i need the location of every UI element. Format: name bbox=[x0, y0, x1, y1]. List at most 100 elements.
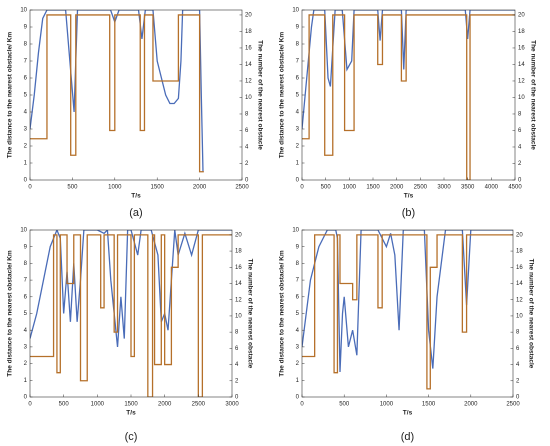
y2-axis-label: The number of the nearest obstacle bbox=[256, 40, 263, 150]
caption: (b) bbox=[402, 207, 415, 219]
x-tick-label: 500 bbox=[339, 402, 350, 408]
x-tick-label: 2500 bbox=[506, 402, 520, 408]
caption: (c) bbox=[125, 431, 138, 443]
x-tick-label: 2500 bbox=[235, 185, 249, 191]
x-tick-label: 2000 bbox=[158, 402, 172, 408]
y2-tick-label: 14 bbox=[516, 281, 523, 287]
x-tick-label: 1500 bbox=[366, 185, 380, 191]
y2-tick-label: 20 bbox=[516, 232, 523, 238]
y-tick-label: 4 bbox=[296, 110, 300, 116]
x-tick-label: 2000 bbox=[193, 185, 207, 191]
y2-tick-label: 4 bbox=[235, 362, 239, 368]
y2-tick-label: 16 bbox=[518, 46, 525, 52]
y2-tick-label: 8 bbox=[516, 330, 520, 336]
y-tick-label: 0 bbox=[24, 395, 28, 401]
y-tick-label: 2 bbox=[24, 144, 28, 150]
data-line bbox=[30, 14, 204, 173]
y-axis-label: The distance to the nearest obstacle/ Km bbox=[7, 32, 14, 159]
y-tick-label: 10 bbox=[20, 228, 27, 234]
y2-tick-label: 2 bbox=[245, 161, 249, 167]
x-axis-label: T/s bbox=[404, 193, 414, 200]
x-tick-label: 0 bbox=[300, 185, 304, 191]
x-axis-label: T/s bbox=[126, 410, 136, 417]
y-tick-label: 10 bbox=[292, 8, 299, 14]
y2-tick-label: 0 bbox=[516, 395, 520, 401]
x-tick-label: 500 bbox=[59, 402, 70, 408]
y2-tick-label: 14 bbox=[518, 62, 525, 68]
y-tick-label: 0 bbox=[24, 178, 28, 184]
y-tick-label: 8 bbox=[24, 261, 28, 267]
y2-tick-label: 20 bbox=[518, 13, 525, 19]
y-tick-label: 0 bbox=[296, 395, 300, 401]
y2-tick-label: 4 bbox=[245, 145, 249, 151]
y2-tick-label: 0 bbox=[245, 178, 249, 184]
x-tick-label: 4000 bbox=[485, 185, 499, 191]
y2-tick-label: 14 bbox=[245, 62, 252, 68]
y-tick-label: 7 bbox=[296, 278, 300, 284]
y-tick-label: 3 bbox=[296, 127, 300, 133]
x-tick-label: 0 bbox=[28, 185, 32, 191]
x-tick-label: 2500 bbox=[192, 402, 206, 408]
y2-tick-label: 12 bbox=[516, 297, 523, 303]
x-tick-label: 500 bbox=[67, 185, 78, 191]
y2-tick-label: 8 bbox=[518, 112, 522, 118]
y2-tick-label: 4 bbox=[516, 362, 520, 368]
y-tick-label: 1 bbox=[296, 378, 300, 384]
y2-tick-label: 18 bbox=[235, 249, 242, 255]
x-tick-label: 3500 bbox=[461, 185, 475, 191]
x-tick-label: 1000 bbox=[108, 185, 122, 191]
y2-tick-label: 20 bbox=[235, 232, 242, 238]
y-tick-label: 6 bbox=[296, 76, 300, 82]
y2-tick-label: 10 bbox=[518, 95, 525, 101]
y-tick-label: 6 bbox=[24, 294, 28, 300]
y2-tick-label: 2 bbox=[235, 378, 239, 384]
plot-frame bbox=[29, 9, 243, 181]
x-tick-label: 1000 bbox=[380, 402, 394, 408]
y-tick-label: 7 bbox=[296, 59, 300, 65]
y-tick-label: 5 bbox=[296, 311, 300, 317]
y-tick-label: 7 bbox=[24, 59, 28, 65]
x-tick-label: 0 bbox=[300, 402, 304, 408]
y-tick-label: 6 bbox=[24, 76, 28, 82]
data-line bbox=[302, 14, 515, 180]
y-tick-label: 3 bbox=[296, 344, 300, 350]
y2-tick-label: 16 bbox=[516, 265, 523, 271]
caption: (d) bbox=[401, 431, 414, 443]
x-tick-label: 2000 bbox=[464, 402, 478, 408]
y-tick-label: 4 bbox=[296, 328, 300, 334]
data-line bbox=[30, 234, 232, 397]
y-tick-label: 1 bbox=[296, 161, 300, 167]
y2-tick-label: 12 bbox=[245, 79, 252, 85]
y-tick-label: 8 bbox=[24, 42, 28, 48]
y2-tick-label: 8 bbox=[245, 112, 249, 118]
y2-tick-label: 12 bbox=[518, 79, 525, 85]
y-tick-label: 9 bbox=[296, 244, 300, 250]
y2-tick-label: 0 bbox=[518, 178, 522, 184]
y-tick-label: 10 bbox=[20, 8, 27, 14]
y2-tick-label: 8 bbox=[235, 330, 239, 336]
x-axis-label: T/s bbox=[403, 410, 413, 417]
x-tick-label: 2000 bbox=[390, 185, 404, 191]
y-tick-label: 4 bbox=[24, 110, 28, 116]
y2-tick-label: 16 bbox=[235, 265, 242, 271]
y-tick-label: 3 bbox=[24, 127, 28, 133]
data-line bbox=[302, 10, 515, 130]
x-tick-label: 1000 bbox=[91, 402, 105, 408]
x-axis-label: T/s bbox=[131, 193, 141, 200]
y-tick-label: 4 bbox=[24, 328, 28, 334]
y2-tick-label: 18 bbox=[518, 29, 525, 35]
x-tick-label: 1500 bbox=[422, 402, 436, 408]
y2-tick-label: 10 bbox=[516, 314, 523, 320]
y-tick-label: 2 bbox=[296, 144, 300, 150]
y-tick-label: 0 bbox=[296, 178, 300, 184]
y-axis-label: The distance to the nearest obstacle/ Km bbox=[7, 250, 14, 377]
x-tick-label: 1500 bbox=[124, 402, 138, 408]
y-tick-label: 9 bbox=[296, 25, 300, 31]
x-tick-label: 4500 bbox=[508, 185, 522, 191]
y2-tick-label: 10 bbox=[235, 314, 242, 320]
y2-tick-label: 2 bbox=[516, 378, 520, 384]
y2-axis-label: The number of the nearest obstacle bbox=[246, 259, 253, 369]
y-tick-label: 6 bbox=[296, 294, 300, 300]
y-tick-label: 5 bbox=[24, 93, 28, 99]
x-tick-label: 1500 bbox=[151, 185, 165, 191]
